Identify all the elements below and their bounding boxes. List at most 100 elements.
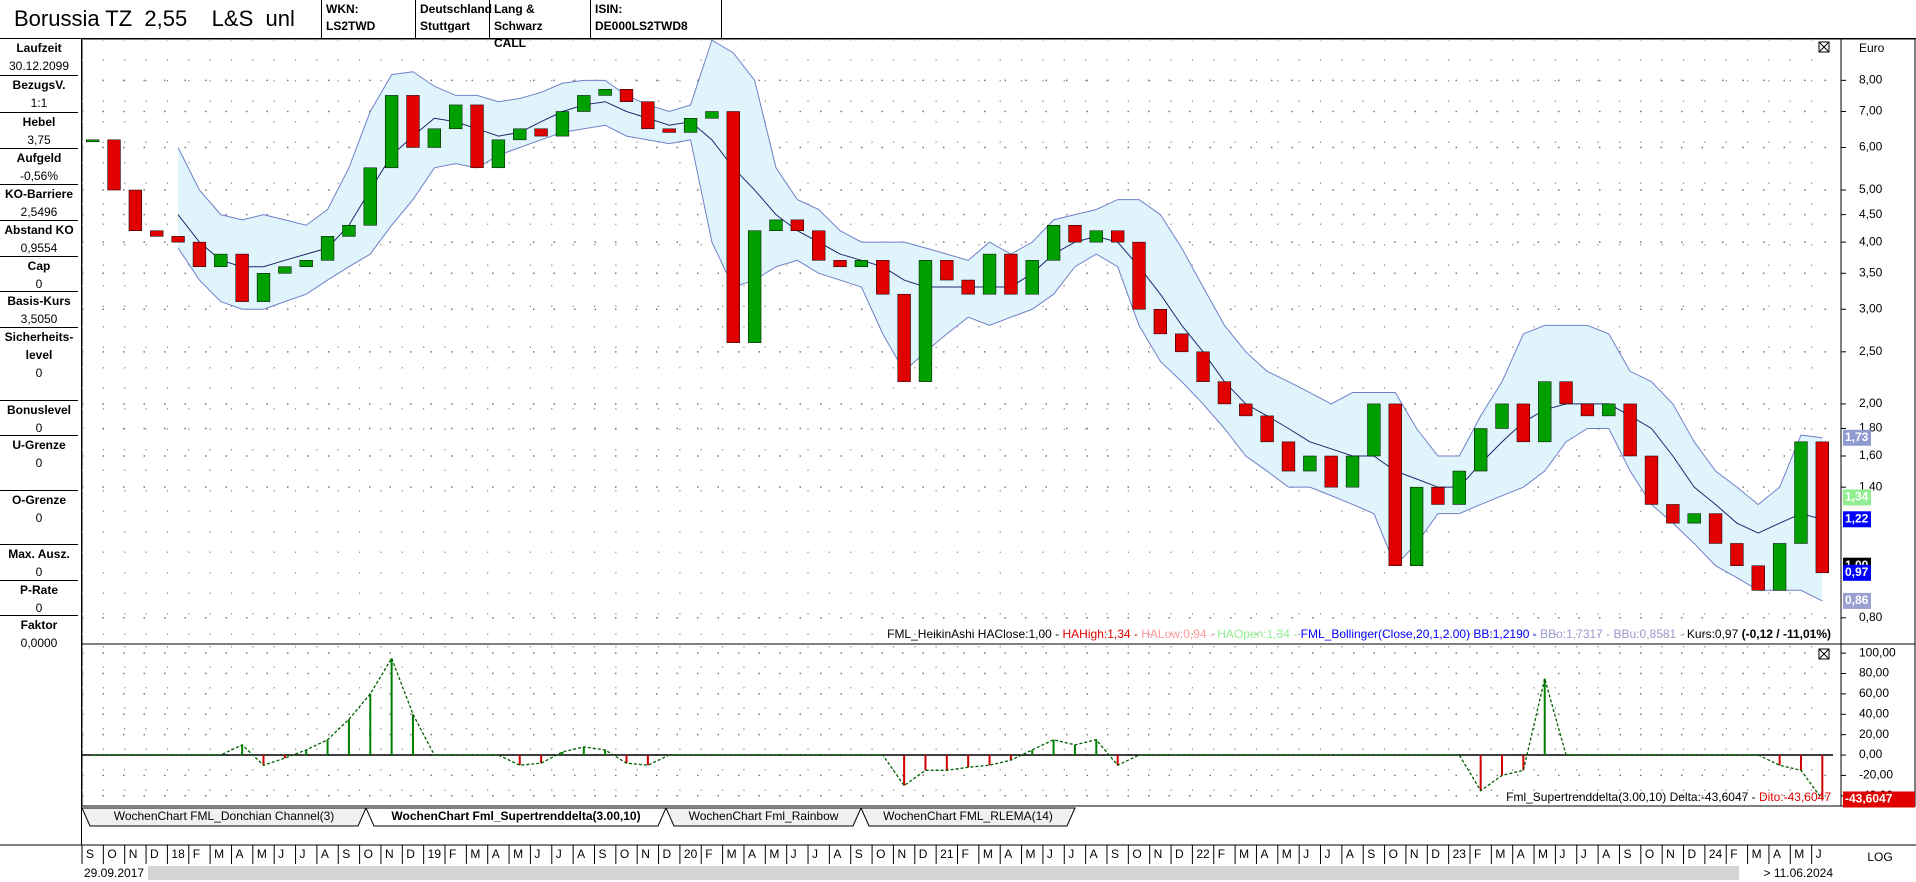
x-tick-label: 18 xyxy=(171,847,185,861)
value-box-label: 1,73 xyxy=(1845,430,1869,444)
y-tick-label: 100,00 xyxy=(1859,645,1896,659)
x-tick-label: O xyxy=(107,847,116,861)
x-tick-label: M xyxy=(727,847,737,861)
tab-label[interactable]: WochenChart FML_RLEMA(14) xyxy=(883,809,1053,823)
candle xyxy=(1559,381,1573,405)
x-tick-label: D xyxy=(919,847,928,861)
tab-label[interactable]: WochenChart Fml_Rainbow xyxy=(689,809,839,823)
value-box-label: 1,22 xyxy=(1845,511,1869,525)
tab[interactable] xyxy=(81,807,367,827)
scrollbar[interactable] xyxy=(148,866,1739,880)
legend: FML_HeikinAshi HAClose:1,00 - HAHigh:1,3… xyxy=(887,627,1831,641)
x-tick-label: S xyxy=(86,847,94,861)
x-tick-label: S xyxy=(342,847,350,861)
candle xyxy=(107,139,121,191)
candle xyxy=(384,95,399,169)
y-tick-label: 3,00 xyxy=(1859,301,1883,315)
x-tick-label: A xyxy=(1517,847,1525,861)
x-tick-label: 21 xyxy=(940,847,954,861)
indicator-bar xyxy=(1479,755,1482,791)
scale-toggle[interactable]: LOG xyxy=(1867,850,1892,864)
x-tick-label: 22 xyxy=(1196,847,1210,861)
candle xyxy=(1324,455,1338,488)
field-label: Laufzeit xyxy=(16,41,62,55)
legend-part: BBu:0,8581 - xyxy=(1614,627,1687,641)
candle xyxy=(1281,441,1296,472)
field-label: Basis-Kurs xyxy=(7,294,71,308)
field-value: -0,56% xyxy=(19,169,59,183)
x-tick-label: N xyxy=(1666,847,1675,861)
y-tick-label: 7,00 xyxy=(1859,104,1883,118)
candle xyxy=(1708,513,1723,544)
x-tick-label: J xyxy=(1559,847,1565,861)
tab[interactable] xyxy=(365,807,667,827)
x-tick-label: A xyxy=(1773,847,1781,861)
x-tick-label: S xyxy=(1623,847,1631,861)
tab-label[interactable]: WochenChart FML_Donchian Channel(3) xyxy=(114,809,335,823)
x-tick-label: J xyxy=(534,847,540,861)
legend: Fml_Supertrenddelta(3.00,10) Delta:-43,6… xyxy=(1506,790,1831,804)
x-tick-label: A xyxy=(748,847,756,861)
field-label: Cap xyxy=(27,259,51,273)
candle xyxy=(171,236,185,243)
indicator-bar xyxy=(625,755,628,764)
x-tick-label: A xyxy=(833,847,841,861)
cell-line: CALL xyxy=(494,36,526,50)
candle xyxy=(1025,260,1039,295)
candle xyxy=(1516,403,1531,443)
y-tick-label: 0,80 xyxy=(1859,610,1883,624)
field-value: 0 xyxy=(35,565,43,579)
candle xyxy=(961,279,975,295)
indicator-bar xyxy=(369,693,372,756)
field-value: 0 xyxy=(35,421,43,435)
indicator-bar xyxy=(924,755,927,771)
candle xyxy=(128,189,143,231)
x-tick-label: M xyxy=(1794,847,1804,861)
y-tick-label: 2,00 xyxy=(1859,396,1883,410)
indicator-bar xyxy=(1031,749,1034,756)
candle xyxy=(1452,470,1466,505)
candle xyxy=(192,241,207,267)
tab[interactable] xyxy=(860,807,1076,827)
candle xyxy=(1132,241,1146,310)
x-tick-label: J xyxy=(1325,847,1331,861)
indicator-bar xyxy=(945,755,948,771)
field-value: 0 xyxy=(35,601,43,615)
indicator-bar xyxy=(988,755,991,766)
x-tick-label: J xyxy=(1047,847,1053,861)
x-tick-label: 20 xyxy=(684,847,698,861)
field-label: BezugsV. xyxy=(12,78,66,92)
field-label: Faktor xyxy=(20,618,58,632)
y-tick-label: 1,60 xyxy=(1859,448,1883,462)
x-tick-label: N xyxy=(641,847,650,861)
header-cell: Lang & Schwarz CALL xyxy=(489,0,591,50)
indicator-bar xyxy=(1799,755,1802,771)
x-tick-label: M xyxy=(1752,847,1762,861)
tab[interactable] xyxy=(665,807,862,827)
y-tick-label: 80,00 xyxy=(1859,666,1889,680)
cell-line: Stuttgart xyxy=(420,19,470,33)
x-tick-label: A xyxy=(1090,847,1098,861)
candle xyxy=(342,224,356,237)
field-value: 3,75 xyxy=(27,133,51,147)
x-tick-label: O xyxy=(364,847,373,861)
bollinger-line xyxy=(177,124,1823,602)
value-box xyxy=(1843,511,1871,528)
sidebar-item: U-Grenze 0 xyxy=(0,435,78,472)
x-tick-label: M xyxy=(769,847,779,861)
x-tick-label: M xyxy=(470,847,480,861)
x-tick-label: S xyxy=(1367,847,1375,861)
tab-label[interactable]: WochenChart Fml_Supertrenddelta(3.00,10) xyxy=(391,809,640,823)
candle xyxy=(1046,224,1061,261)
candle xyxy=(897,293,911,382)
candle xyxy=(1367,403,1381,457)
y-tick-label: 20,00 xyxy=(1859,727,1889,741)
field-value: 2,5496 xyxy=(20,205,58,219)
x-tick-label: J xyxy=(1816,847,1822,861)
field-label: Max. Ausz. xyxy=(8,547,70,561)
candle xyxy=(1175,333,1189,353)
candle xyxy=(214,253,228,267)
legend-part: (-0,12 / -11,01%) xyxy=(1742,627,1831,641)
